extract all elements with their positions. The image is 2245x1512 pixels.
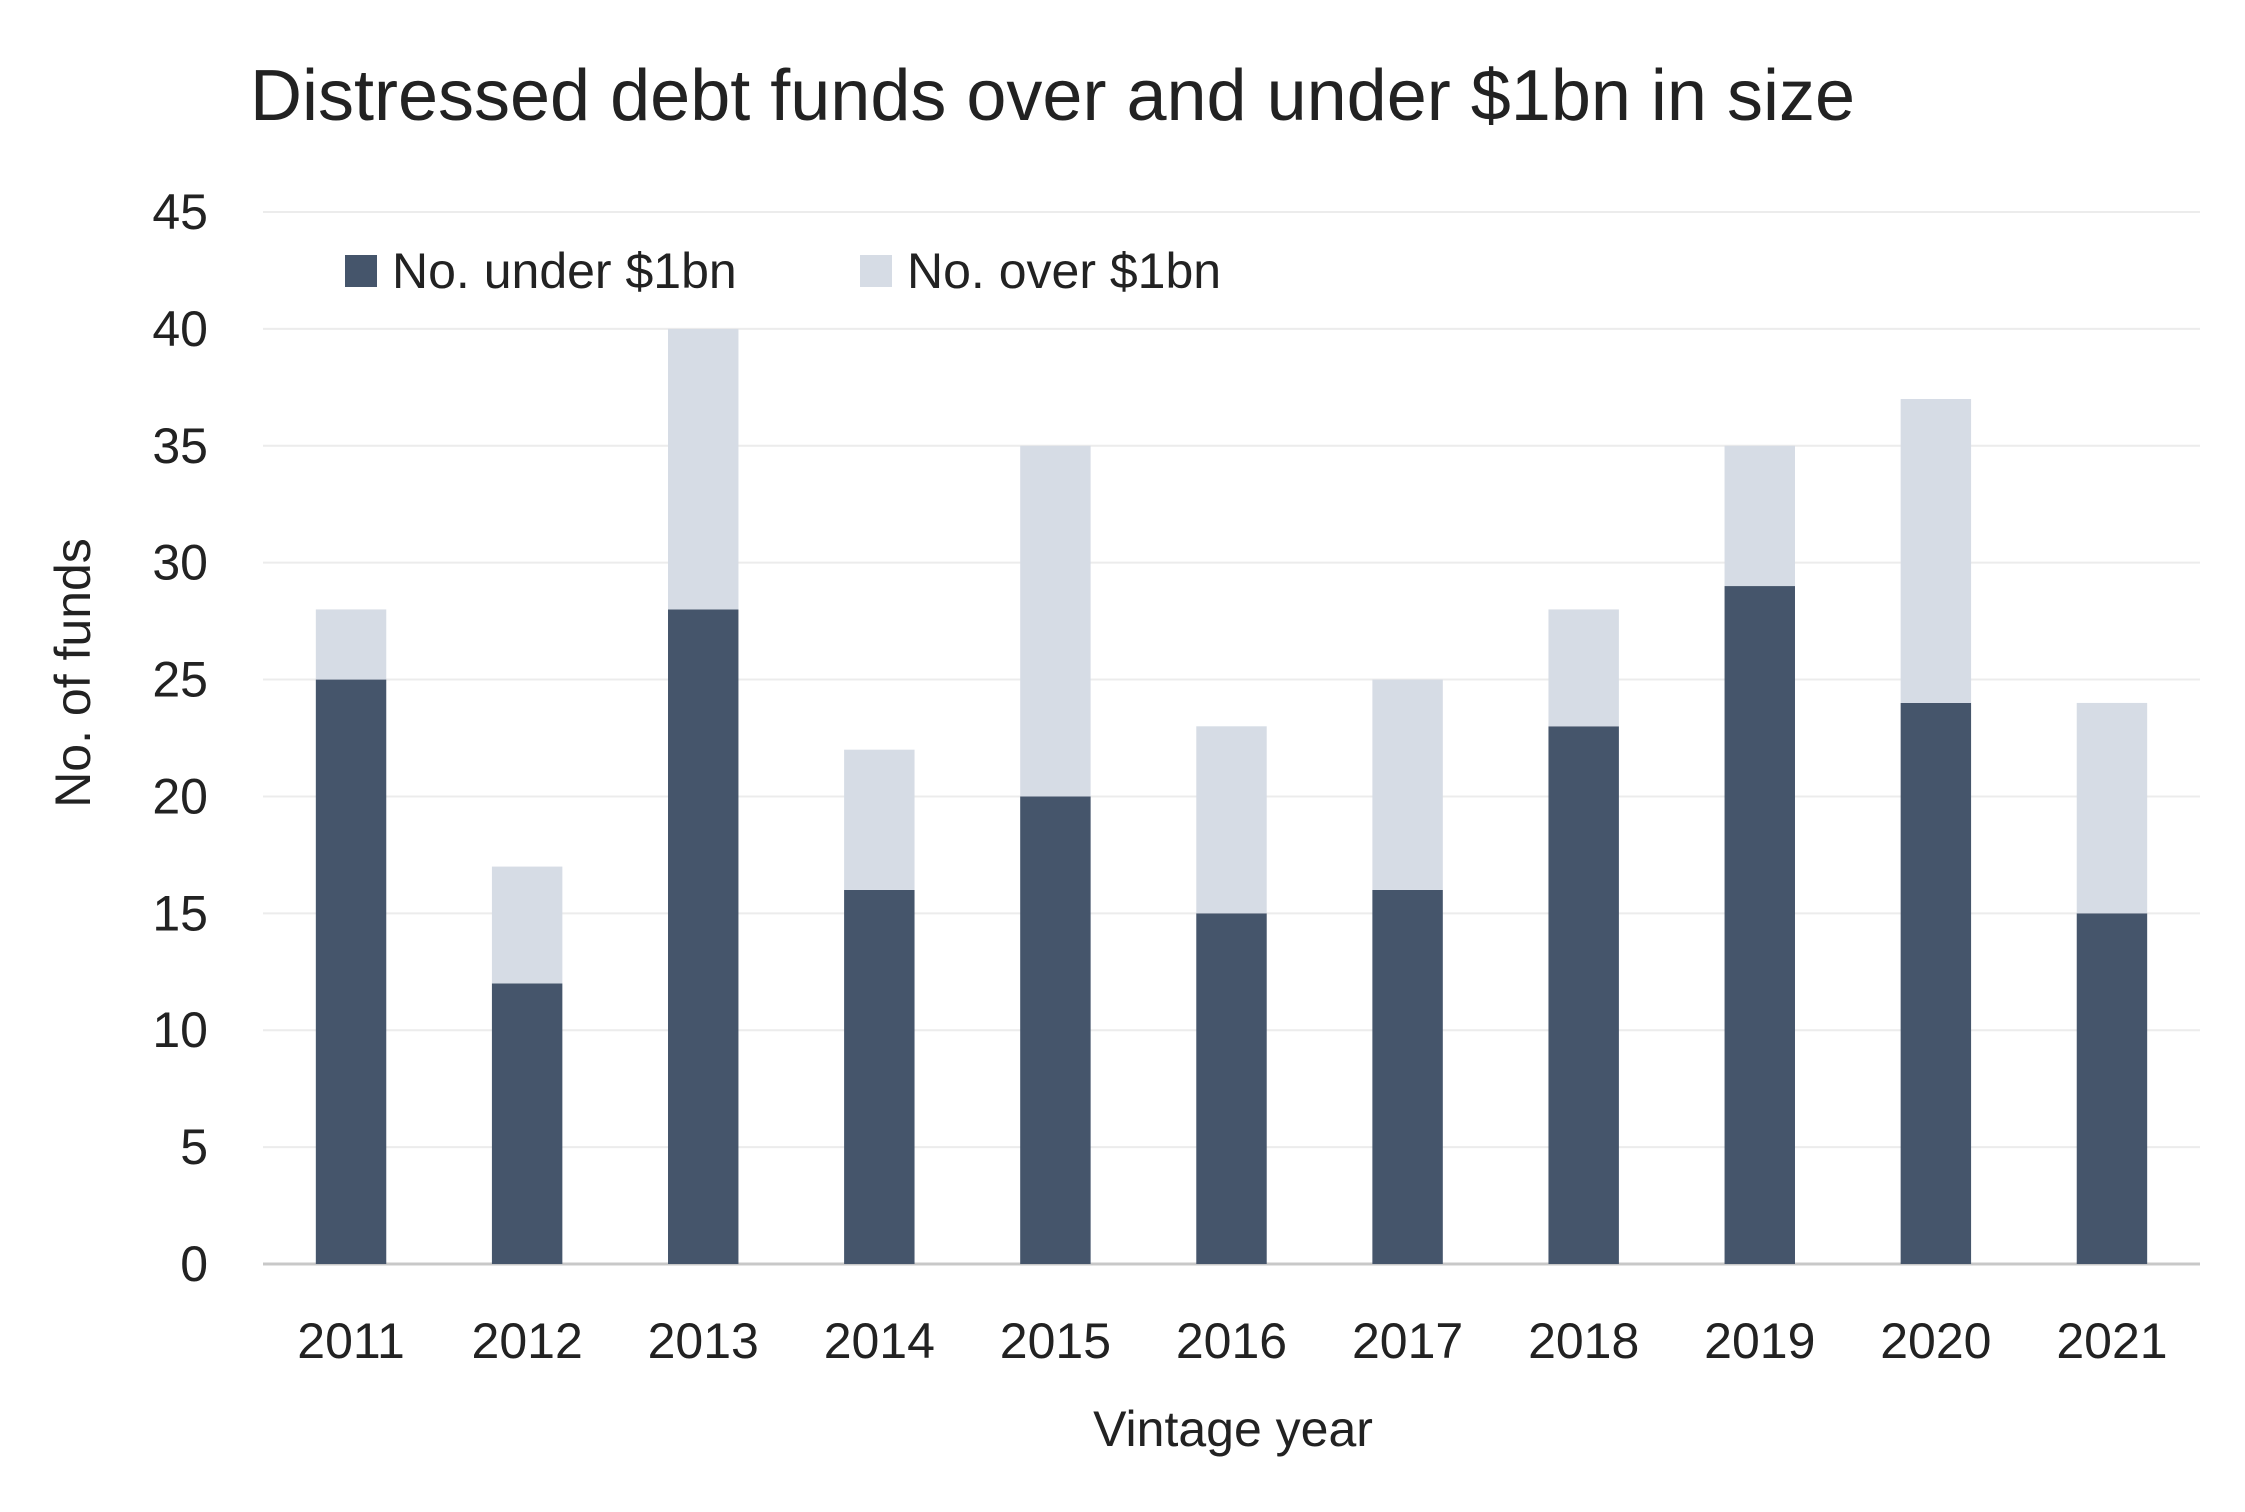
bar-under-1bn-2013	[668, 609, 739, 1264]
bar-under-1bn-2017	[1372, 889, 1443, 1264]
x-tick-label: 2017	[1352, 1313, 1463, 1369]
y-tick-label: 0	[180, 1236, 208, 1292]
bar-over-1bn-2018	[1548, 609, 1619, 727]
legend-label-over-1bn: No. over $1bn	[907, 243, 1221, 299]
bar-under-1bn-2011	[315, 679, 387, 1264]
bar-under-1bn-2021	[2076, 913, 2148, 1264]
legend-label-under-1bn: No. under $1bn	[392, 243, 737, 299]
y-tick-label: 35	[152, 418, 208, 474]
legend: No. under $1bn No. over $1bn	[345, 243, 1221, 299]
x-tick-label: 2016	[1176, 1313, 1287, 1369]
y-tick-label: 10	[152, 1002, 208, 1058]
x-axis-title: Vintage year	[1093, 1401, 1373, 1457]
bar-over-1bn-2012	[491, 866, 563, 984]
y-tick-label: 30	[152, 535, 208, 591]
y-tick-label: 15	[152, 885, 208, 941]
x-tick-label: 2014	[824, 1313, 935, 1369]
bar-over-1bn-2019	[1724, 445, 1795, 587]
x-axis-ticks: 2011 2012 2013 2014 2015 2016 2017 2018 2019 2020…	[297, 1313, 2167, 1369]
bars	[315, 328, 2148, 1264]
x-tick-label: 2013	[648, 1313, 759, 1369]
bar-over-1bn-2013	[668, 328, 739, 610]
bar-over-1bn-2015	[1020, 445, 1091, 797]
bar-over-1bn-2011	[315, 609, 387, 680]
x-tick-label: 2015	[1000, 1313, 1111, 1369]
x-tick-label: 2012	[472, 1313, 583, 1369]
bar-under-1bn-2020	[1900, 702, 1972, 1264]
bar-under-1bn-2018	[1548, 726, 1619, 1264]
y-axis-ticks: 0 5 10 15 20 25 30 35 40 45	[152, 184, 208, 1292]
legend-swatch-over-1bn	[860, 255, 892, 287]
y-tick-label: 20	[152, 768, 208, 824]
x-tick-label: 2020	[1880, 1313, 1991, 1369]
bar-under-1bn-2014	[844, 889, 915, 1264]
bar-under-1bn-2019	[1724, 586, 1795, 1264]
x-tick-label: 2018	[1528, 1313, 1639, 1369]
chart-title: Distressed debt funds over and under $1b…	[250, 56, 1855, 136]
x-tick-label: 2011	[297, 1313, 405, 1369]
legend-swatch-under-1bn	[345, 255, 377, 287]
x-tick-label: 2019	[1704, 1313, 1815, 1369]
bar-over-1bn-2020	[1900, 399, 1972, 703]
bar-under-1bn-2015	[1020, 796, 1091, 1264]
y-axis-title: No. of funds	[45, 538, 101, 808]
x-tick-label: 2021	[2056, 1313, 2167, 1369]
bar-over-1bn-2016	[1196, 726, 1267, 914]
y-tick-label: 40	[152, 301, 208, 357]
y-tick-label: 45	[152, 184, 208, 240]
bar-over-1bn-2014	[844, 749, 915, 890]
bar-over-1bn-2017	[1372, 679, 1443, 890]
bar-over-1bn-2021	[2076, 702, 2148, 914]
bar-under-1bn-2016	[1196, 913, 1267, 1264]
bar-under-1bn-2012	[491, 983, 563, 1264]
y-tick-label: 5	[180, 1119, 208, 1175]
y-tick-label: 25	[152, 652, 208, 708]
